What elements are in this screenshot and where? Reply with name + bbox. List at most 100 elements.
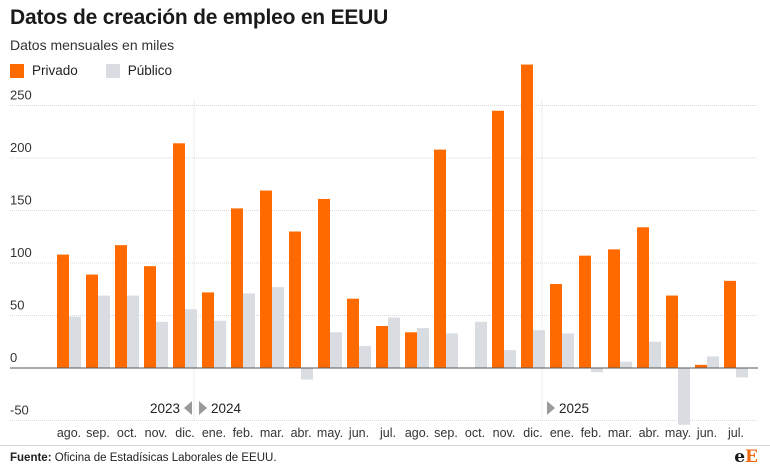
- legend-label-public: Público: [127, 63, 173, 78]
- legend-item-private: Privado: [10, 63, 78, 78]
- bar-public: [330, 332, 342, 368]
- chart-subtitle: Datos mensuales en miles: [10, 37, 175, 53]
- bar-public: [156, 321, 168, 368]
- x-tick-label: jun.: [348, 426, 369, 440]
- legend-item-public: Público: [105, 63, 173, 78]
- bar-public: [446, 333, 458, 368]
- bar-public: [185, 309, 197, 368]
- y-tick-label: 50: [10, 298, 24, 313]
- brand-logo: eE: [734, 447, 758, 467]
- source-text: Oficina de Estadísicas Laborales de EEUU…: [51, 452, 277, 464]
- source-label: Fuente:: [10, 452, 52, 464]
- bar-public: [562, 333, 574, 368]
- x-tick-label: ago.: [405, 426, 429, 440]
- x-tick-label: jun.: [696, 426, 717, 440]
- bar-public: [301, 368, 313, 380]
- bar-public: [388, 317, 400, 368]
- y-tick-label: -50: [10, 403, 29, 418]
- bar-private: [260, 190, 272, 368]
- x-tick-label: sep.: [86, 426, 110, 440]
- y-tick-label: 150: [10, 193, 32, 208]
- bar-public: [475, 321, 487, 368]
- legend-swatch-public: [105, 63, 120, 78]
- x-tick-label: may.: [317, 426, 343, 440]
- x-tick-label: dic.: [523, 426, 542, 440]
- bar-public: [417, 328, 429, 368]
- bar-private: [202, 292, 214, 368]
- x-tick-label: mar.: [608, 426, 632, 440]
- bar-private: [521, 64, 533, 369]
- y-tick-label: 100: [10, 245, 32, 260]
- x-tick-label: sep.: [434, 426, 458, 440]
- x-tick-label: dic.: [175, 426, 194, 440]
- x-tick-label: jul.: [727, 426, 744, 440]
- bar-private: [695, 364, 707, 368]
- bar-private: [492, 110, 504, 368]
- x-tick-label: feb.: [581, 426, 602, 440]
- year-marker-label: 2024: [211, 401, 242, 416]
- bar-private: [376, 326, 388, 368]
- legend-label-private: Privado: [32, 63, 78, 78]
- bar-private: [173, 143, 185, 368]
- x-tick-label: abr.: [639, 426, 660, 440]
- footer-divider: [0, 445, 770, 446]
- bar-private: [144, 266, 156, 368]
- bar-public: [272, 287, 284, 368]
- x-tick-label: ago.: [57, 426, 81, 440]
- bar-private: [666, 295, 678, 368]
- bar-private: [434, 149, 446, 368]
- year-marker-arrow: [184, 401, 192, 415]
- bar-public: [359, 345, 371, 368]
- bar-private: [608, 249, 620, 368]
- bar-private: [318, 198, 330, 368]
- bar-public: [504, 350, 516, 368]
- bar-private: [115, 245, 127, 368]
- bar-public: [243, 293, 255, 368]
- bar-private: [231, 208, 243, 368]
- bar-public: [69, 316, 81, 368]
- y-tick-label: 250: [10, 88, 32, 103]
- bar-public: [707, 356, 719, 368]
- source-note: Fuente: Oficina de Estadísicas Laborales…: [10, 452, 277, 464]
- bar-public: [533, 330, 545, 368]
- bar-private: [289, 231, 301, 368]
- x-tick-label: ene.: [202, 426, 226, 440]
- year-marker-arrow: [547, 401, 555, 415]
- bar-private: [637, 227, 649, 368]
- bar-public: [649, 341, 661, 368]
- bar-public: [127, 295, 139, 368]
- bar-private: [724, 280, 736, 368]
- chart-title: Datos de creación de empleo en EEUU: [10, 6, 389, 29]
- bar-public: [591, 368, 603, 373]
- logo-e-lower: e: [734, 447, 746, 467]
- y-tick-label: 0: [10, 350, 17, 365]
- bar-public: [736, 368, 748, 378]
- y-tick-label: 200: [10, 140, 32, 155]
- bar-private: [86, 274, 98, 368]
- x-tick-label: oct.: [117, 426, 137, 440]
- x-tick-label: abr.: [291, 426, 312, 440]
- x-tick-label: ene.: [550, 426, 574, 440]
- bar-public: [214, 320, 226, 368]
- year-marker-label: 2023: [150, 401, 180, 416]
- bar-private: [57, 254, 69, 368]
- year-marker-arrow: [199, 401, 207, 415]
- x-tick-label: may.: [665, 426, 691, 440]
- legend-swatch-private: [10, 63, 24, 78]
- bar-public: [98, 295, 110, 368]
- legend: Privado Público: [10, 63, 200, 78]
- bar-private: [579, 255, 591, 368]
- year-marker-label: 2025: [559, 401, 589, 416]
- bar-private: [347, 298, 359, 368]
- x-tick-label: feb.: [233, 426, 254, 440]
- logo-e-upper: E: [745, 447, 758, 467]
- x-tick-label: nov.: [493, 426, 516, 440]
- x-tick-label: mar.: [260, 426, 284, 440]
- x-tick-label: jul.: [379, 426, 396, 440]
- bar-private: [405, 332, 417, 368]
- x-tick-label: oct.: [465, 426, 485, 440]
- bar-public: [678, 368, 690, 425]
- bar-public: [620, 361, 632, 368]
- bar-private: [550, 284, 562, 368]
- x-tick-label: nov.: [145, 426, 168, 440]
